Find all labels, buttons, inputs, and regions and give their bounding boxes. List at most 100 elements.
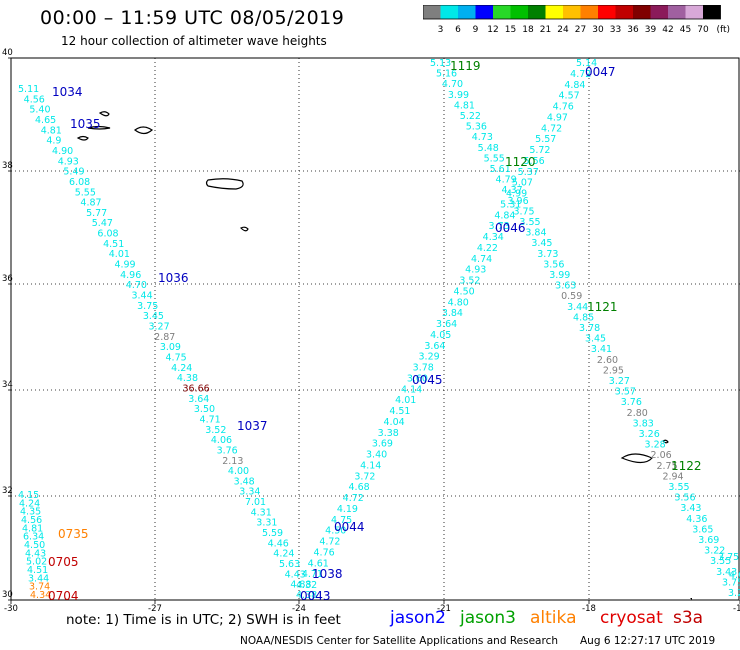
wave-height-value: 3.52 [459,276,480,287]
wave-height-value: 3.56 [543,259,564,270]
colorbar-swatch [528,5,546,19]
wave-height-value: 4.46 [268,538,289,549]
y-tick-label: 34 [2,380,13,390]
wave-height-value: 4.84 [494,210,515,221]
wave-height-value: 4.70 [126,280,147,291]
colorbar-swatch [598,5,616,19]
colorbar-label: 39 [645,25,657,35]
colorbar-label: 36 [627,25,639,35]
wave-height-value: 3.64 [436,319,457,330]
wave-height-value: 3.78 [413,363,434,374]
x-tick-label: -18 [582,604,596,614]
wave-height-value: 5.55 [484,153,505,164]
wave-height-value: 3.45 [143,311,164,322]
wave-height-value: 4.70 [442,79,463,90]
pass-time-label: 0704 [48,589,79,603]
colorbar-swatch [615,5,633,19]
wave-height-value: 4.80 [448,297,469,308]
map-subtitle: 12 hour collection of altimeter wave hei… [61,34,327,48]
wave-height-value: 3.50 [194,404,215,415]
wave-height-value: 6.34 [23,532,44,543]
wave-height-value: 5.56 [524,156,545,167]
wave-height-value: 4.75 [166,352,187,363]
colorbar-label: 30 [592,25,604,35]
colorbar-swatch [545,5,563,19]
pass-time-label: 0047 [585,65,616,79]
wave-height-value: 2.95 [603,365,624,376]
island-outline-madeira [620,453,653,464]
colorbar-swatch [458,5,476,19]
legend-cryosat: cryosat [600,608,663,628]
wave-height-value: 4.35 [20,507,41,518]
wave-height-value: 4.50 [454,286,475,297]
wave-height-value: 3.55 [710,556,731,567]
wave-height-value: 4.32 [296,580,317,591]
wave-height-value: 4.01 [395,395,416,406]
wave-height-value: 3.22 [704,546,725,557]
wave-height-value: 2.60 [597,355,618,366]
colorbar-label: 42 [662,25,673,35]
wave-height-value: 5.72 [529,145,550,156]
colorbar: 3 6 9 12 15 18 21 24 27 30 33 36 39 42 45 70 (ft) [423,5,730,35]
legend-altika: altika [530,608,577,628]
wave-height-value: 5.48 [478,143,499,154]
wave-height-value: 4.93 [465,265,486,276]
wave-height-value: 4.31 [251,507,272,518]
wave-height-value: 2.06 [651,450,672,461]
wave-height-value: 5.13 [430,58,451,69]
wave-height-value: 4.01 [109,249,130,260]
legend-jason3: jason3 [460,608,516,628]
wave-height-value: 2.87 [154,332,175,343]
wave-height-value: 5.31 [500,199,521,210]
wave-height-value: 4.84 [564,80,585,91]
wave-height-value: 3.63 [555,281,576,292]
wave-height-value: 3.28 [645,440,666,451]
wave-height-value: 4.36 [686,514,707,525]
wave-height-value: 4.38 [296,590,317,601]
wave-height-value: 3.60 [407,373,428,384]
pass-time-label: 0705 [48,555,79,569]
colorbar-swatch [475,5,493,19]
wave-height-value: 3.96 [507,196,528,207]
wave-height-value: 7.01 [245,497,266,508]
wave-height-value: 3.84 [442,308,463,319]
wave-height-value: 3.83 [633,418,654,429]
pass-time-label: 1035 [70,117,101,131]
wave-height-value: 5.47 [92,218,113,229]
wave-height-value: 4.90 [52,146,73,157]
wave-height-value: 3.75 [513,206,534,217]
legend-jason2: jason2 [390,608,446,628]
wave-height-value: 4.76 [553,102,574,113]
wave-height-value: 3.44 [567,302,588,313]
colorbar-label: 70 [697,25,709,35]
wave-height-value: 4.81 [41,125,62,136]
wave-height-value: 5.14 [576,58,597,69]
y-tick-label: 40 [2,48,13,58]
wave-height-value: 5.77 [86,208,107,219]
wave-height-value: 3.73 [537,249,558,260]
colorbar-swatch [668,5,686,19]
colorbar-label: 24 [557,25,569,35]
wave-height-value: 5.63 [279,559,300,570]
wave-height-value: 4.81 [454,100,475,111]
wave-height-value: 4.74 [471,254,492,265]
wave-height-value: 3.09 [160,342,181,353]
wave-height-value: 5.07 [512,178,533,189]
wave-height-value: 4.57 [559,91,580,102]
wave-height-value: 4.61 [308,558,329,569]
wave-height-value: 4.38 [177,373,198,384]
wave-height-value: 5.37 [518,167,539,178]
credit-line: NOAA/NESDIS Center for Satellite Applica… [240,635,558,647]
wave-height-value: 4.22 [477,243,498,254]
wave-height-value: 2.13 [222,456,243,467]
wave-height-value: 4.75 [331,515,352,526]
wave-height-value: 4.99 [114,260,135,271]
wave-height-value: 3.69 [698,535,719,546]
wave-height-value: 3.27 [148,322,169,333]
wave-height-value: 3.44 [131,291,152,302]
wave-height-value: 3.29 [419,352,440,363]
wave-height-value: 4.99 [506,189,527,200]
pass-time-label: 0735 [58,527,89,541]
wave-height-value: 5.61 [490,164,511,175]
wave-height-value: 4.79 [496,175,517,186]
